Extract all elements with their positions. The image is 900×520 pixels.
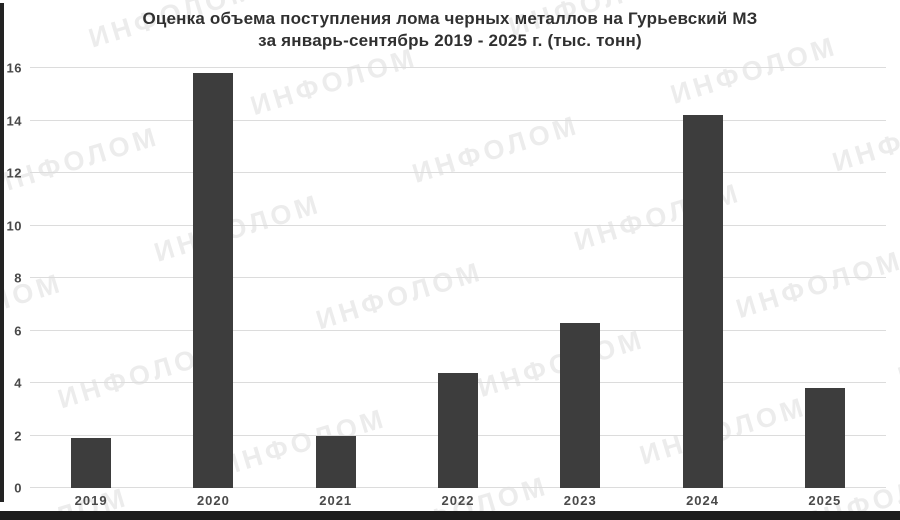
x-tick-label-2024: 2024 (686, 493, 719, 508)
bar-slot-2023 (519, 68, 641, 488)
gridline-y12 (30, 172, 886, 173)
bar-series (30, 68, 886, 488)
x-axis: 2019 2020 2021 2022 2023 2024 2025 (30, 493, 886, 508)
bar-2025 (804, 388, 845, 488)
bar-slot-2025 (764, 68, 886, 488)
gridline-y6 (30, 329, 886, 331)
y-tick-label-6: 6 (14, 323, 22, 338)
x-tick-label-2019: 2019 (74, 493, 108, 508)
bar-2024 (682, 115, 723, 488)
chart-title-line2: за январь-сентябрь 2019 - 2025 г. (тыс. … (258, 31, 642, 50)
y-tick-label-16: 16 (6, 60, 22, 76)
bar-2020 (193, 73, 234, 488)
gridline-y10 (30, 224, 886, 226)
gridline-y8 (30, 277, 886, 278)
x-tick-label-2021: 2021 (319, 493, 353, 508)
bar-slot-2024 (641, 68, 763, 488)
plot-area (30, 67, 886, 488)
bar-2019 (71, 438, 112, 488)
left-border-accent (0, 3, 4, 502)
y-tick-label-12: 12 (6, 165, 22, 181)
bar-2021 (315, 435, 356, 488)
bar-slot-2022 (397, 68, 519, 488)
x-tick-label-2022: 2022 (441, 493, 475, 508)
y-tick-label-4: 4 (14, 375, 22, 391)
chart-title-line1: Оценка объема поступления лома черных ме… (142, 9, 758, 28)
gridline-y14 (30, 119, 886, 121)
bar-slot-2021 (275, 68, 397, 488)
y-tick-label-8: 8 (14, 270, 22, 286)
x-tick-label-2023: 2023 (563, 493, 597, 508)
x-tick-label-2025: 2025 (808, 493, 842, 508)
chart-title: Оценка объема поступления лома черных ме… (0, 8, 900, 52)
bar-2022 (437, 372, 478, 488)
bar-slot-2020 (152, 68, 274, 488)
watermark-text: ИНФОЛОМ (894, 312, 900, 392)
gridline-y16 (30, 67, 886, 68)
x-tick-label-2020: 2020 (196, 493, 230, 508)
y-tick-label-14: 14 (6, 113, 22, 128)
bar-slot-2019 (30, 68, 152, 488)
bar-2023 (560, 322, 601, 488)
y-axis: 0 2 4 6 8 10 12 14 16 (0, 61, 25, 496)
y-tick-label-2: 2 (14, 428, 22, 443)
y-tick-label-0: 0 (14, 480, 22, 496)
y-tick-label-10: 10 (6, 218, 22, 233)
bottom-border-bar (0, 511, 900, 520)
